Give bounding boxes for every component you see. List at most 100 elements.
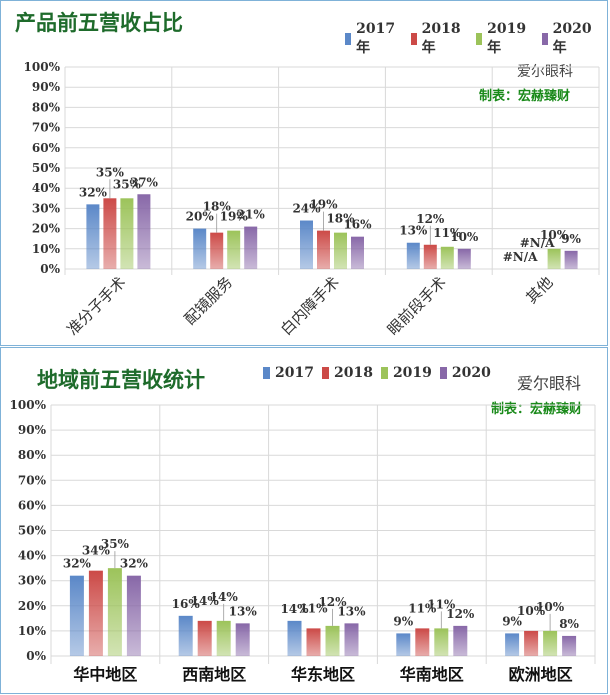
bar [423, 244, 437, 269]
y-tick-label: 10% [18, 624, 47, 638]
y-tick-label: 20% [32, 222, 61, 236]
bar [235, 623, 250, 656]
data-label: 35% [96, 165, 125, 179]
legend-label: 2018 [333, 365, 373, 381]
chart-title: 地域前五营收统计 [37, 367, 205, 392]
bar [406, 242, 420, 269]
y-tick-label: 90% [32, 80, 61, 94]
bar [86, 204, 100, 269]
data-label: 19% [309, 198, 338, 212]
bar [103, 198, 117, 269]
y-tick-label: 60% [18, 498, 47, 512]
category-label: 其他 [522, 273, 556, 307]
legend-swatch [476, 33, 483, 45]
y-tick-label: 50% [32, 161, 61, 175]
bar [351, 236, 364, 269]
y-tick-label: 90% [18, 423, 47, 437]
data-label: 9% [393, 614, 413, 628]
category-label: 眼前段手术 [384, 273, 450, 339]
bar [69, 575, 84, 656]
legend-swatch [439, 367, 447, 379]
bar [434, 628, 449, 656]
data-label: 19% [220, 210, 249, 224]
bar [244, 226, 258, 269]
data-label: 34% [82, 544, 111, 558]
chart-panel-regions: 地域前五营收统计 2017 2018 2019 2020 爱尔眼科 制表：宏赫臻财 0… [0, 347, 608, 694]
data-label: 14% [280, 602, 309, 616]
y-tick-label: 50% [18, 524, 47, 538]
bar [334, 232, 347, 269]
brand-label: 爱尔眼科 [517, 64, 573, 80]
data-label: 32% [63, 557, 92, 571]
bar [543, 630, 558, 656]
legend-swatch [263, 367, 270, 379]
bar [197, 620, 212, 656]
bar [453, 625, 468, 656]
bar [178, 615, 193, 656]
bar [524, 630, 539, 656]
y-tick-label: 40% [32, 181, 61, 195]
legend-swatch [541, 33, 548, 45]
data-label: 20% [186, 210, 215, 224]
y-tick-label: 10% [32, 242, 61, 256]
legend-item: 2019 [380, 365, 432, 381]
y-tick-label: 100% [10, 398, 47, 412]
legend-item: 2020年 [541, 21, 600, 57]
legend-item: 2018 [321, 365, 373, 381]
legend-label: 2020年 [552, 21, 592, 56]
legend-item: 2017 [263, 365, 314, 381]
legend-swatch [410, 33, 417, 45]
data-label: 18% [326, 212, 355, 226]
data-label: 10% [540, 228, 569, 242]
bar [126, 575, 141, 656]
legend-label: 2019 [392, 365, 432, 381]
data-label: 8% [559, 617, 579, 631]
bar [457, 248, 471, 269]
data-label: 14% [210, 590, 239, 604]
data-label: 11% [427, 597, 456, 611]
bar [120, 198, 134, 269]
y-tick-label: 80% [32, 100, 61, 114]
legend-swatch [321, 367, 329, 379]
bar [227, 230, 241, 269]
bar [415, 628, 430, 656]
data-label: #N/A [520, 236, 555, 250]
data-label: 9% [502, 614, 522, 628]
category-label: 华中地区 [73, 665, 137, 684]
brand-label: 爱尔眼科 [517, 374, 582, 393]
bar [88, 570, 103, 656]
legend-label: 2019年 [487, 21, 527, 56]
y-tick-label: 60% [32, 141, 61, 155]
bar [137, 194, 151, 269]
data-label: 12% [318, 595, 347, 609]
bar [306, 628, 321, 656]
y-tick-label: 40% [18, 549, 47, 563]
legend-label: 2017 [275, 365, 314, 381]
data-label: 13% [399, 224, 428, 238]
bar [325, 625, 340, 656]
bar [300, 220, 313, 269]
data-label: 35% [101, 537, 130, 551]
data-label: 35% [113, 177, 142, 191]
bar [107, 568, 122, 656]
bar [505, 633, 520, 656]
bar-chart-regions: 0%10%20%30%40%50%60%70%80%90%100%32%34%3… [10, 398, 596, 684]
y-tick-label: 0% [40, 262, 60, 276]
bar [396, 633, 411, 656]
data-label: 16% [172, 597, 201, 611]
data-label: 12% [446, 607, 475, 621]
legend-label: 2018年 [421, 21, 461, 56]
legend-item: 2019年 [476, 21, 534, 57]
chart-panel-products: 产品前五营收占比 2017年 2018年 2019年 2020年 爱尔眼科 制表：宏赫… [0, 0, 608, 346]
category-label: 西南地区 [182, 665, 246, 684]
data-label: 14% [191, 594, 220, 608]
y-tick-label: 100% [24, 60, 61, 74]
y-tick-label: 30% [32, 201, 61, 215]
bar [564, 250, 578, 269]
bar-chart-products: 0%10%20%30%40%50%60%70%80%90%100%32%35%3… [24, 60, 600, 339]
chart-legend: 2017年 2018年 2019年 2020年 [345, 21, 607, 57]
data-label: 21% [237, 208, 266, 222]
data-label: 10% [517, 604, 546, 618]
data-label: 12% [416, 212, 445, 226]
category-label: 华南地区 [400, 665, 464, 684]
